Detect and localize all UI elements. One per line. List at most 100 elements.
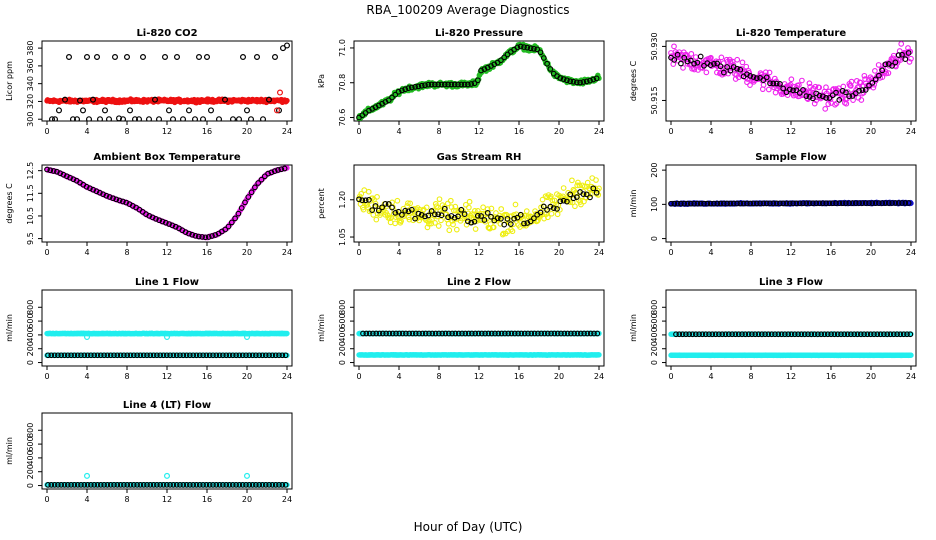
panel-2-point xyxy=(573,79,580,86)
panel-8-xtick-label: 8 xyxy=(436,372,441,381)
panel-5-point xyxy=(497,221,504,227)
panel-8-point xyxy=(383,330,389,337)
panel-3-point xyxy=(879,67,886,74)
panel-8-point xyxy=(370,330,376,337)
panel-5-point xyxy=(362,197,369,204)
panel-5-point xyxy=(466,198,473,205)
panel-6-point xyxy=(879,200,886,206)
panel-1-series-2 xyxy=(49,42,291,121)
panel-3-point xyxy=(766,69,773,76)
panel-6-point xyxy=(836,200,843,207)
panel-5-point xyxy=(444,200,451,207)
panel-6-point xyxy=(681,200,688,207)
panel-4-point xyxy=(248,189,255,196)
panel-8-point xyxy=(554,330,561,337)
panel-6-point xyxy=(737,200,744,207)
panel-5-point xyxy=(517,211,524,218)
panel-8-point xyxy=(455,330,462,337)
panel-7-point xyxy=(282,352,289,359)
panel-3-point xyxy=(796,82,802,89)
figure-title: RBA_100209 Average Diagnostics xyxy=(366,3,569,17)
panel-1-ytick-label: 340 xyxy=(26,76,35,91)
panel-1-xtick-label: 0 xyxy=(44,127,49,136)
panel-3-point xyxy=(708,54,714,61)
panel-4-point xyxy=(186,230,192,237)
panel-1-ytick-label: 320 xyxy=(26,94,35,109)
panel-7-point xyxy=(266,352,272,359)
panel-2-point xyxy=(570,78,577,85)
panel-8-point xyxy=(574,330,581,337)
panel-5-point xyxy=(373,216,380,223)
panel-6-point xyxy=(892,200,899,206)
panel-2-point xyxy=(385,97,392,104)
panel-5-point xyxy=(366,196,372,203)
panel-3-point xyxy=(687,57,694,64)
panel-8-point xyxy=(393,330,399,337)
panel-7-xtick-label: 12 xyxy=(162,372,172,381)
panel-2-point xyxy=(514,44,521,51)
panel-6-point xyxy=(876,200,882,206)
panel-8-point xyxy=(551,330,558,337)
panel-5-point xyxy=(469,211,475,217)
panel-1-point xyxy=(248,116,254,121)
panel-7-point xyxy=(127,352,134,359)
panel-5-series-2 xyxy=(356,185,600,228)
panel-3-point xyxy=(856,87,862,94)
panel-6-point xyxy=(678,200,684,207)
panel-8-xtick-label: 4 xyxy=(396,372,401,381)
panel-1-point xyxy=(174,53,181,60)
panel-1-point xyxy=(276,107,283,114)
panel-3-point xyxy=(843,89,849,96)
panel-5-point xyxy=(441,205,448,212)
panel-6-point xyxy=(760,200,767,207)
panel-4-point xyxy=(146,213,153,219)
panel-1-point xyxy=(52,116,58,121)
panel-7-point xyxy=(216,352,223,359)
panel-3-xtick-label: 0 xyxy=(668,127,673,136)
panel-3-point xyxy=(840,83,847,90)
panel-3-point xyxy=(770,80,777,87)
panel-5-point xyxy=(593,177,599,183)
panel-4-point xyxy=(228,219,235,226)
panel-1-point xyxy=(89,96,96,103)
panel-4-point xyxy=(116,197,123,204)
panel-7-point xyxy=(279,352,286,359)
panel-5-point xyxy=(557,198,564,205)
panel-7-ytick-label: 600 xyxy=(26,313,35,328)
panel-6-point xyxy=(843,200,849,207)
panel-4-point xyxy=(159,218,166,225)
panel-6-point xyxy=(694,200,701,207)
panel-3-point xyxy=(876,72,882,79)
panel-6-point xyxy=(793,200,800,207)
panel-1-data xyxy=(44,42,291,121)
panel-7-point xyxy=(137,352,144,359)
panel-3-point xyxy=(793,87,800,94)
panel-5-point xyxy=(453,207,459,214)
panel-1-point xyxy=(166,107,173,114)
panel-5-point xyxy=(523,208,530,214)
panel-8-point xyxy=(521,330,528,337)
panel-5-point xyxy=(500,230,507,237)
panel-6-point xyxy=(674,200,681,207)
panel-8-ytick-label: 600 xyxy=(338,313,347,328)
panel-5-point xyxy=(375,207,382,214)
panel-2-point xyxy=(441,81,448,88)
panel-5-point xyxy=(521,212,528,219)
panel-8-point xyxy=(462,330,469,337)
panel-3-point xyxy=(763,74,770,81)
panel-3-point xyxy=(744,79,750,86)
panel-4-series-2 xyxy=(44,165,288,241)
panel-8-point xyxy=(485,330,492,337)
panel-5-point xyxy=(407,200,414,207)
panel-6-point xyxy=(773,200,780,207)
panel-7-point xyxy=(111,352,117,359)
panel-2-xtick-label: 4 xyxy=(396,127,401,136)
panel-5-point xyxy=(512,201,519,208)
panel-3-point xyxy=(796,90,803,96)
panel-6-point xyxy=(902,200,909,206)
panel-4-point xyxy=(275,167,281,173)
panel-7-xtick-label: 24 xyxy=(282,372,292,381)
panel-8-point xyxy=(587,330,594,337)
x-axis-label: Hour of Day (UTC) xyxy=(414,520,523,534)
panel-8-point xyxy=(561,330,568,337)
